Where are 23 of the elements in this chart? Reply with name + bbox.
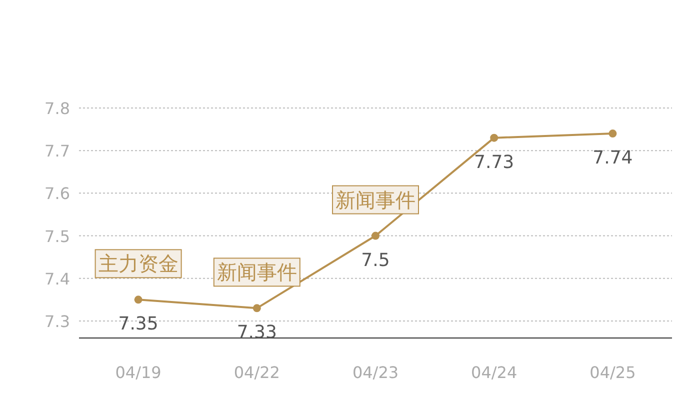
point	[372, 232, 380, 240]
y-tick-label: 7.7	[44, 142, 70, 161]
x-tick-label: 04/19	[115, 363, 162, 382]
y-tick-label: 7.5	[44, 226, 70, 246]
annotation: 新闻事件	[336, 188, 416, 212]
y-tick-label: 7.6	[44, 184, 70, 204]
annotation: 新闻事件	[216, 260, 297, 284]
annotation: 主力资金	[98, 252, 178, 276]
point	[490, 134, 498, 142]
point	[134, 296, 142, 304]
point	[252, 304, 261, 312]
y-tick-label: 7.8	[44, 99, 70, 118]
x-tick-label: 04/25	[590, 363, 636, 382]
data-label: 7.35	[118, 314, 158, 335]
x-tick-label: 04/23	[352, 363, 399, 382]
data-label: 7.74	[592, 148, 633, 169]
point	[608, 130, 617, 138]
data-label: 7.5	[361, 250, 390, 271]
data-label: 7.73	[474, 152, 514, 173]
x-tick-label: 04/24	[471, 363, 518, 382]
y-tick-label: 7.4	[44, 269, 70, 288]
x-tick-label: 04/22	[234, 363, 280, 382]
y-tick-label: 7.3	[44, 312, 70, 331]
